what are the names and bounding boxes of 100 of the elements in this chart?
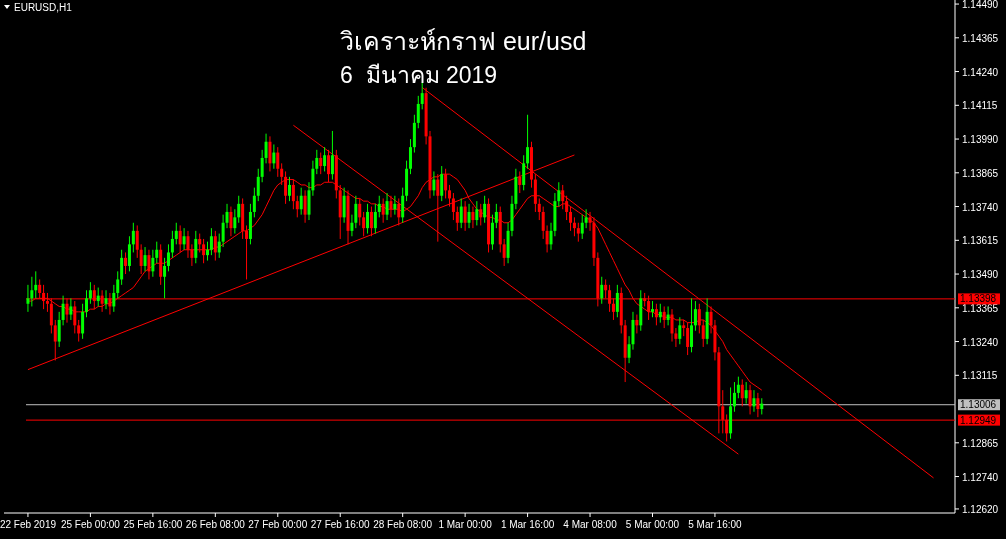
candlestick <box>666 305 670 326</box>
candlestick <box>194 230 198 264</box>
candlestick <box>147 249 151 280</box>
y-tick-label: 1.13490 <box>962 269 999 281</box>
candlestick <box>381 197 385 224</box>
annotation: EURUSD,H1 <box>14 2 73 13</box>
candlestick <box>69 297 73 321</box>
candlestick <box>233 208 237 235</box>
y-tick-label: 1.13990 <box>962 134 999 146</box>
y-tick-label: 1.12620 <box>962 503 999 515</box>
candlestick <box>26 284 30 313</box>
candlestick <box>526 114 530 170</box>
candlestick <box>475 200 479 226</box>
candlestick <box>104 289 108 310</box>
candlestick <box>740 378 744 407</box>
candlestick <box>229 206 233 237</box>
candlestick <box>174 222 178 245</box>
candlestick <box>658 303 662 324</box>
candlestick <box>178 224 182 253</box>
candlestick <box>276 146 280 178</box>
candlestick <box>569 206 573 232</box>
candlestick <box>362 211 366 237</box>
candlestick <box>389 195 393 218</box>
candlestick <box>209 227 213 256</box>
y-tick-label: 1.12740 <box>962 471 999 483</box>
y-tick-label: 1.14490 <box>962 0 999 11</box>
x-tick-label: 5 Mar 00:00 <box>625 519 680 530</box>
candlestick <box>342 187 346 224</box>
x-tick-label: 28 Feb 08:00 <box>373 519 433 530</box>
candlestick <box>303 189 307 224</box>
candlestick <box>693 300 697 332</box>
candlestick <box>127 235 131 272</box>
candlestick <box>600 276 604 305</box>
candlestick <box>752 389 756 413</box>
candlestick <box>576 222 580 243</box>
candlestick <box>358 197 362 226</box>
candlestick <box>467 203 471 229</box>
candlestick <box>686 322 690 356</box>
candlestick <box>237 195 241 224</box>
y-tick-label: 1.13365 <box>962 302 999 314</box>
y-tick-label: 1.14240 <box>962 66 999 78</box>
candlestick <box>756 392 760 418</box>
candlestick <box>252 187 256 218</box>
y-tick-label: 1.14365 <box>962 32 999 44</box>
candlestick <box>397 197 401 226</box>
candlestick <box>198 233 202 253</box>
candlestick <box>163 257 167 299</box>
candlestick <box>615 284 619 318</box>
candlestick <box>81 303 85 340</box>
y-tick-label: 1.13240 <box>962 336 999 348</box>
y-tick-label: 1.12865 <box>962 437 999 449</box>
candlestick <box>471 206 475 229</box>
candlestick <box>319 152 323 175</box>
candlestick <box>256 168 260 202</box>
candlestick <box>662 305 666 329</box>
candlestick <box>748 384 752 415</box>
x-tick-label: 1 Mar 00:00 <box>438 519 493 530</box>
candlestick <box>479 203 483 226</box>
x-tick-label: 26 Feb 08:00 <box>185 519 246 530</box>
y-tick-label: 1.13115 <box>962 370 998 382</box>
candlestick <box>143 246 147 272</box>
y-tick-label: 1.13865 <box>962 167 999 179</box>
candlestick <box>96 287 100 307</box>
candlestick <box>393 195 397 216</box>
candlestick <box>701 319 705 348</box>
candlestick <box>654 303 658 326</box>
candlestick <box>366 203 370 235</box>
candlestick <box>182 227 186 251</box>
candlestick <box>463 200 467 232</box>
x-tick-label: 25 Feb 00:00 <box>60 519 121 530</box>
candlestick <box>522 154 526 191</box>
x-tick-label: 25 Feb 16:00 <box>123 519 183 530</box>
candlestick <box>561 184 565 210</box>
x-tick-label: 27 Feb 00:00 <box>248 519 308 530</box>
candlestick <box>268 135 272 172</box>
candlestick <box>697 303 701 334</box>
candlestick <box>131 222 135 253</box>
candlestick <box>186 230 190 259</box>
candlestick <box>213 230 217 262</box>
candlestick <box>732 381 736 413</box>
candlestick <box>151 249 155 278</box>
candlestick <box>670 308 674 343</box>
x-tick-label: 1 Mar 16:00 <box>500 519 555 530</box>
y-tick-label: 1.13740 <box>962 201 999 213</box>
candlestick <box>448 184 452 208</box>
candlestick <box>572 216 576 237</box>
candlestick <box>408 138 412 175</box>
candlestick <box>245 224 249 280</box>
x-tick-label: 27 Feb 16:00 <box>310 519 371 530</box>
candlestick <box>124 251 128 275</box>
text: วิเคราะห์กราฟ eur/usd <box>340 27 587 55</box>
candlestick <box>483 195 487 224</box>
candlestick <box>459 197 463 229</box>
candlestick <box>490 214 494 251</box>
candlestick <box>166 243 170 272</box>
candlestick <box>170 230 174 259</box>
candlestick <box>565 195 569 221</box>
candlestick <box>744 381 748 405</box>
candlestick <box>272 143 276 170</box>
candlestick <box>736 376 740 399</box>
